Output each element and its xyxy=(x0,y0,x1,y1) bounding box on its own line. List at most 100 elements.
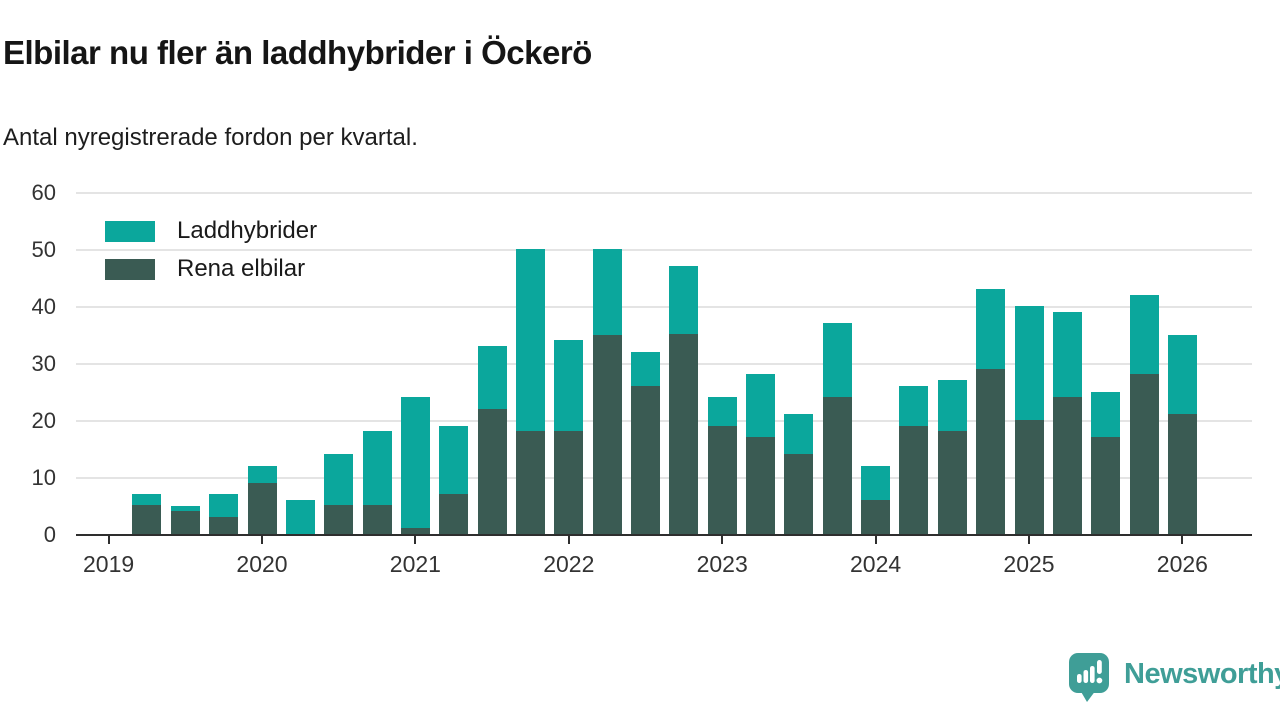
bar-stack-2021-Q2 xyxy=(439,425,469,534)
bar-segment-laddhybrider xyxy=(209,494,239,517)
bar-stack-2020-Q4 xyxy=(362,431,392,534)
x-tick-2021 xyxy=(414,536,417,544)
bar-segment-laddhybrider xyxy=(324,454,354,506)
bar-segment-laddhybrider xyxy=(477,345,507,409)
x-tick-2022 xyxy=(567,536,570,544)
bar-segment-rena-elbilar xyxy=(1014,420,1044,534)
bar-stack-2023-Q1 xyxy=(707,397,737,534)
bar-stack-2025-Q4 xyxy=(1129,294,1159,534)
bar-segment-laddhybrider xyxy=(899,385,929,426)
bar-segment-laddhybrider xyxy=(861,465,891,500)
x-tick-2026 xyxy=(1181,536,1184,544)
bar-stack-2023-Q4 xyxy=(822,323,852,534)
bar-segment-rena-elbilar xyxy=(669,334,699,534)
bar-segment-rena-elbilar xyxy=(132,505,162,534)
x-tick-2019 xyxy=(107,536,110,544)
bar-segment-rena-elbilar xyxy=(937,431,967,534)
bar-segment-rena-elbilar xyxy=(477,408,507,534)
gridline-y10 xyxy=(76,477,1252,479)
x-axis-label-2020: 2020 xyxy=(236,551,288,577)
bar-stack-2025-Q2 xyxy=(1052,311,1082,534)
bar-segment-rena-elbilar xyxy=(822,397,852,534)
newsworthy-wordmark: Newsworthy xyxy=(1124,658,1280,690)
page-title: Elbilar nu fler än laddhybrider i Öckerö xyxy=(3,34,592,71)
x-tick-2020 xyxy=(261,536,263,544)
bar-segment-rena-elbilar xyxy=(554,431,584,534)
bar-segment-laddhybrider xyxy=(247,465,277,483)
bar-stack-2022-Q3 xyxy=(631,351,660,534)
bar-segment-laddhybrider xyxy=(746,374,776,438)
gridline-y30 xyxy=(76,363,1252,365)
bar-stack-2019-Q4 xyxy=(209,494,239,534)
bar-segment-laddhybrider xyxy=(285,499,315,534)
legend-swatch-rena-elbilar xyxy=(105,258,155,280)
bar-segment-rena-elbilar xyxy=(592,334,622,534)
speech-bubble-bar-chart-icon xyxy=(1069,653,1109,702)
bar-stack-2019-Q3 xyxy=(170,505,200,534)
bar-stack-2024-Q2 xyxy=(899,385,929,534)
bar-segment-laddhybrider xyxy=(132,494,162,506)
x-axis-label-2023: 2023 xyxy=(696,551,748,577)
legend: Laddhybrider Rena elbilar xyxy=(105,217,317,293)
bar-segment-laddhybrider xyxy=(362,431,392,506)
bar-segment-rena-elbilar xyxy=(209,516,239,534)
gridline-y40 xyxy=(76,306,1252,308)
y-axis-label-0: 0 xyxy=(43,522,56,547)
bar-segment-rena-elbilar xyxy=(631,385,660,534)
bar-segment-rena-elbilar xyxy=(1129,374,1159,534)
bar-segment-rena-elbilar xyxy=(746,437,776,534)
bar-stack-2019-Q2 xyxy=(132,494,162,534)
bar-segment-laddhybrider xyxy=(1014,306,1044,420)
bar-segment-laddhybrider xyxy=(439,425,469,495)
legend-item-rena-elbilar: Rena elbilar xyxy=(105,255,317,283)
bar-segment-laddhybrider xyxy=(1129,294,1159,375)
bar-segment-laddhybrider xyxy=(937,380,967,432)
x-tick-2024 xyxy=(874,536,877,544)
x-tick-2023 xyxy=(721,536,724,544)
bar-segment-laddhybrider xyxy=(515,249,545,432)
gridline-y50 xyxy=(76,249,1252,251)
page-subtitle: Antal nyregistrerade fordon per kvartal. xyxy=(3,124,418,151)
y-axis-label-60: 60 xyxy=(31,180,56,205)
bar-stack-2025-Q3 xyxy=(1091,391,1121,534)
bar-segment-laddhybrider xyxy=(1167,334,1197,415)
y-axis-label-10: 10 xyxy=(31,465,56,490)
bar-segment-rena-elbilar xyxy=(861,499,891,534)
bar-segment-laddhybrider xyxy=(554,340,584,432)
x-axis-label-2019: 2019 xyxy=(83,551,135,577)
bar-stack-2020-Q2 xyxy=(285,499,315,534)
bar-segment-laddhybrider xyxy=(976,288,1006,369)
bar-stack-2024-Q4 xyxy=(976,288,1006,534)
bar-segment-laddhybrider xyxy=(707,397,737,426)
bar-segment-laddhybrider xyxy=(400,397,430,529)
legend-label-laddhybrider: Laddhybrider xyxy=(177,217,318,244)
y-axis-label-30: 30 xyxy=(31,351,56,376)
bar-segment-rena-elbilar xyxy=(170,511,200,534)
bar-segment-laddhybrider xyxy=(1052,311,1082,398)
bar-segment-laddhybrider xyxy=(170,505,200,512)
bar-stack-2026-Q1 xyxy=(1167,334,1197,534)
bar-stack-2023-Q3 xyxy=(784,414,814,534)
bar-stack-2021-Q4 xyxy=(515,249,545,534)
bar-stack-2020-Q1 xyxy=(247,465,277,534)
x-axis-label-2024: 2024 xyxy=(850,551,902,577)
bar-segment-laddhybrider xyxy=(631,351,660,386)
x-axis-line xyxy=(76,534,1252,536)
bar-stack-2024-Q3 xyxy=(937,380,967,534)
bar-segment-rena-elbilar xyxy=(439,494,469,534)
bar-segment-rena-elbilar xyxy=(1091,437,1121,534)
bar-segment-laddhybrider xyxy=(784,414,814,455)
bar-segment-rena-elbilar xyxy=(247,482,277,534)
bar-segment-laddhybrider xyxy=(822,323,852,398)
bar-stack-2022-Q1 xyxy=(554,340,584,534)
bar-stack-2022-Q4 xyxy=(669,266,699,534)
bar-stack-2021-Q3 xyxy=(477,345,507,534)
bar-segment-rena-elbilar xyxy=(976,368,1006,534)
bar-stack-2022-Q2 xyxy=(592,249,622,534)
bar-segment-laddhybrider xyxy=(669,266,699,335)
y-axis-label-50: 50 xyxy=(31,237,56,262)
legend-label-rena-elbilar: Rena elbilar xyxy=(177,255,306,282)
bar-segment-laddhybrider xyxy=(1091,391,1121,438)
x-tick-2025 xyxy=(1028,536,1030,544)
